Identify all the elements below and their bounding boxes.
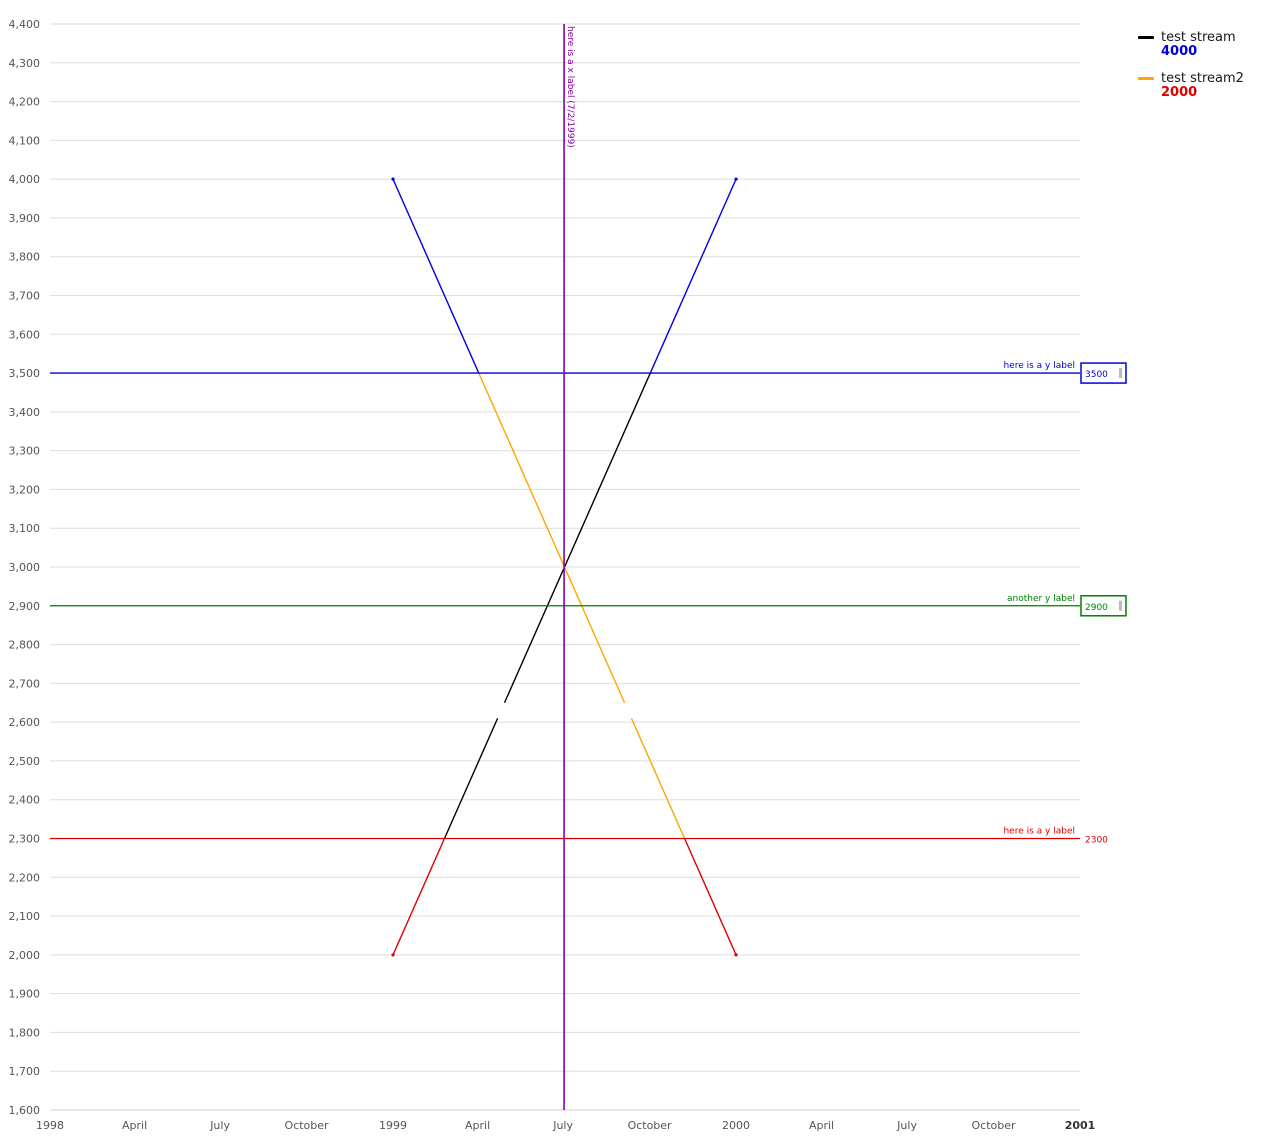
x-tick-label: April [809, 1119, 834, 1132]
y-tick-label: 4,400 [9, 18, 41, 31]
legend-item-test-stream[interactable]: test stream 4000 [1138, 30, 1278, 59]
threshold-label: another y label [1007, 594, 1075, 604]
x-tick-label: October [285, 1119, 329, 1132]
legend-series-value: 2000 [1161, 85, 1198, 100]
series-line-1 [503, 372, 651, 704]
series-lines [391, 177, 738, 957]
y-tick-label: 4,000 [9, 173, 41, 186]
legend-swatch [1138, 77, 1154, 80]
data-point [391, 953, 395, 957]
y-tick-label: 3,400 [9, 406, 41, 419]
legend-swatch [1138, 36, 1154, 39]
x-tick-label: July [209, 1119, 230, 1132]
y-tick-label: 2,900 [9, 600, 41, 613]
series-line-2 [630, 717, 686, 839]
threshold-value-label: 2900 [1085, 603, 1108, 613]
threshold-drag-handle [1119, 368, 1122, 379]
y-tick-label: 4,300 [9, 57, 41, 70]
legend: test stream 4000 test stream2 2000 [1138, 30, 1278, 112]
series-line-1 [649, 178, 737, 374]
x-marker-label: here is a x label (7/2/1999) [565, 26, 575, 148]
y-tick-label: 3,300 [9, 445, 41, 458]
y-tick-label: 2,800 [9, 639, 41, 652]
threshold-value-box [1080, 362, 1127, 384]
threshold-value-label: 2300 [1085, 836, 1108, 846]
x-tick-label: July [896, 1119, 917, 1132]
y-tick-label: 3,800 [9, 251, 41, 264]
threshold-value-label: 3500 [1085, 370, 1108, 380]
threshold-lines: here is a y label 3500 another y label 2900… [50, 361, 1127, 846]
y-tick-label: 1,800 [9, 1026, 41, 1039]
y-tick-label: 1,700 [9, 1065, 41, 1078]
y-tick-label: 3,700 [9, 290, 41, 303]
legend-series-value: 4000 [1161, 44, 1198, 59]
x-tick-label: October [628, 1119, 672, 1132]
legend-series-name: test stream2 [1161, 71, 1244, 86]
data-point [391, 177, 395, 181]
data-point [734, 177, 738, 181]
y-tick-label: 4,100 [9, 134, 41, 147]
series-line-1 [443, 717, 499, 839]
series-line-2 [392, 178, 480, 374]
x-markers: here is a x label (7/2/1999) [563, 24, 575, 1110]
y-tick-label: 2,300 [9, 833, 41, 846]
data-point [734, 953, 738, 957]
y-tick-label: 2,200 [9, 871, 41, 884]
series-line-2 [683, 838, 737, 956]
x-tick-label: October [972, 1119, 1016, 1132]
threshold-value-box [1080, 595, 1127, 617]
x-axis: 1998 April July October 1999 April July October… [36, 1109, 1096, 1132]
y-tick-label: 3,200 [9, 483, 41, 496]
series-line-1 [392, 838, 446, 956]
y-tick-label: 2,400 [9, 794, 41, 807]
legend-series-name: test stream [1161, 30, 1236, 45]
threshold-drag-handle [1119, 600, 1122, 611]
y-tick-label: 3,000 [9, 561, 41, 574]
y-tick-label: 1,900 [9, 988, 41, 1001]
series-line-2 [478, 372, 626, 704]
y-tick-label: 2,000 [9, 949, 41, 962]
y-tick-label: 3,600 [9, 328, 41, 341]
y-tick-label: 2,600 [9, 716, 41, 729]
y-tick-label: 3,100 [9, 522, 41, 535]
y-axis: 1,600 1,700 1,800 1,900 2,000 2,100 2,200 2,300… [9, 18, 41, 1117]
x-tick-label: July [552, 1119, 573, 1132]
x-tick-label: 2000 [722, 1119, 750, 1132]
y-tick-label: 2,100 [9, 910, 41, 923]
y-tick-label: 2,700 [9, 677, 41, 690]
y-tick-label: 4,200 [9, 96, 41, 109]
y-tick-label: 3,500 [9, 367, 41, 380]
x-tick-label: 1998 [36, 1119, 64, 1132]
y-tick-label: 3,900 [9, 212, 41, 225]
y-tick-label: 2,500 [9, 755, 41, 768]
y-tick-label: 1,600 [9, 1104, 41, 1117]
threshold-label: here is a y label [1003, 827, 1075, 837]
x-tick-label: 1999 [379, 1119, 407, 1132]
x-tick-label: 2001 [1065, 1119, 1096, 1132]
x-tick-label: April [122, 1119, 147, 1132]
threshold-label: here is a y label [1003, 361, 1075, 371]
legend-item-test-stream2[interactable]: test stream2 2000 [1138, 71, 1278, 100]
x-tick-label: April [465, 1119, 490, 1132]
